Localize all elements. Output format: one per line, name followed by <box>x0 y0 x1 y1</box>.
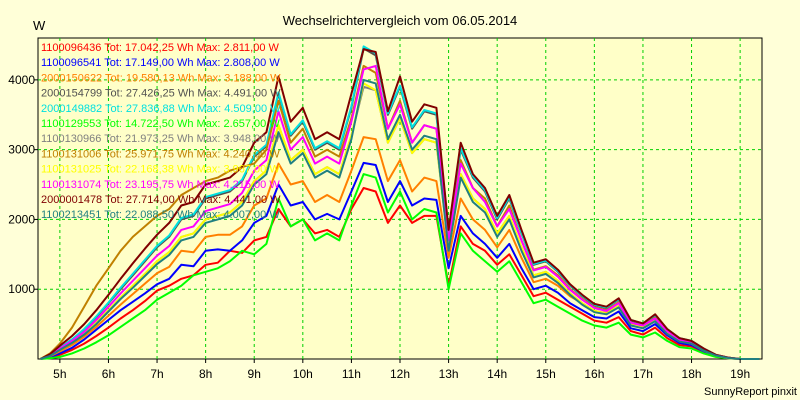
x-tick-label: 17h <box>633 367 653 381</box>
series-line-12 <box>40 78 760 360</box>
y-axis-unit-label: W <box>33 18 46 33</box>
footer-credit: SunnyReport pinxit <box>704 386 797 398</box>
axes: 5h 6h 7h 8h 9h 10h 11h 12h 13h 14h 15h 16h 17h 18h 19h… <box>8 73 750 381</box>
series-line-1 <box>40 187 760 360</box>
legend: 1100096436 Tot: 17.042,25 Wh Max: 2.811,… <box>41 42 281 221</box>
legend-entry-7: 1100130966 Tot: 21.973,25 Wh Max: 3.948,… <box>41 133 280 145</box>
x-tick-label: 14h <box>487 367 507 381</box>
x-tick-label: 18h <box>682 367 702 381</box>
legend-entry-2: 1100096541 Tot: 17.149,00 Wh Max: 2.808,… <box>41 57 280 69</box>
legend-entry-11: 2000001478 Tot: 27.714,00 Wh Max: 4.441,… <box>41 194 281 206</box>
x-tick-label: 19h <box>730 367 750 381</box>
y-tick-label: 1000 <box>8 282 35 296</box>
x-tick-label: 15h <box>536 367 556 381</box>
series-group <box>39 45 760 360</box>
legend-entry-4: 2000154799 Tot: 27.426,25 Wh Max: 4.491,… <box>41 88 281 100</box>
x-tick-label: 6h <box>102 367 115 381</box>
legend-entry-1: 1100096436 Tot: 17.042,25 Wh Max: 2.811,… <box>41 42 280 54</box>
x-tick-label: 10h <box>293 367 313 381</box>
legend-entry-3: 2000150622 Tot: 19.580,13 Wh Max: 3.188,… <box>41 72 281 84</box>
x-tick-label: 11h <box>342 367 361 381</box>
legend-entry-10: 1100131074 Tot: 23.195,75 Wh Max: 4.215,… <box>41 179 280 191</box>
legend-entry-12: 1100213451 Tot: 22.088,50 Wh Max: 4.007,… <box>41 209 280 221</box>
x-tick-label: 13h <box>439 367 459 381</box>
series-line-10 <box>40 64 760 360</box>
legend-entry-6: 1100129553 Tot: 14.722,50 Wh Max: 2.657,… <box>41 118 280 130</box>
series-line-11 <box>39 48 760 360</box>
y-tick-label: 3000 <box>8 143 35 157</box>
series-line-6 <box>40 173 760 360</box>
plot-area <box>37 37 763 360</box>
x-tick-label: 12h <box>390 367 410 381</box>
x-tick-label: 9h <box>248 367 261 381</box>
legend-entry-9: 1100131025 Tot: 22.168,38 Wh Max: 3.967,… <box>41 164 280 176</box>
x-tick-label: 16h <box>584 367 604 381</box>
x-tick-label: 5h <box>53 367 66 381</box>
y-tick-label: 4000 <box>8 73 35 87</box>
series-line-2 <box>40 161 760 360</box>
legend-entry-8: 1100131006 Tot: 25.971,75 Wh Max: 4.240,… <box>41 148 280 160</box>
legend-entry-5: 2000149882 Tot: 27.836,88 Wh Max: 4.509,… <box>41 103 281 115</box>
y-tick-label: 2000 <box>8 212 35 226</box>
x-tick-label: 8h <box>199 367 212 381</box>
x-tick-label: 7h <box>150 367 163 381</box>
chart-title: Wechselrichtervergleich vom 06.05.2014 <box>283 13 518 28</box>
